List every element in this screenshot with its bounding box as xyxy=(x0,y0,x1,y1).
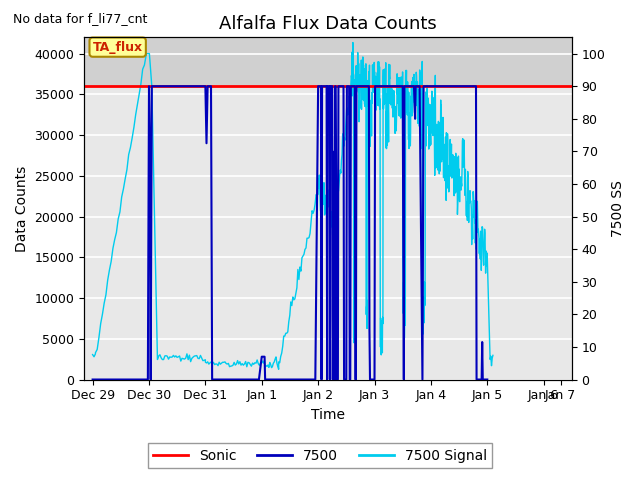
7500 Signal xyxy=(489,352,497,358)
7500 xyxy=(89,377,97,383)
Text: No data for f_li77_cnt: No data for f_li77_cnt xyxy=(13,12,147,25)
7500 Signal xyxy=(349,40,356,46)
Y-axis label: 7500 SS: 7500 SS xyxy=(611,180,625,237)
7500 Signal xyxy=(275,366,282,372)
Legend: Sonic, 7500, 7500 Signal: Sonic, 7500, 7500 Signal xyxy=(148,443,492,468)
7500 Signal xyxy=(370,84,378,90)
7500 Signal xyxy=(288,303,296,309)
Bar xyxy=(84,37,572,86)
7500 xyxy=(317,84,324,89)
Title: Alfalfa Flux Data Counts: Alfalfa Flux Data Counts xyxy=(219,15,437,33)
7500 xyxy=(326,84,334,89)
7500 xyxy=(145,84,153,89)
7500 Signal xyxy=(368,93,376,98)
Text: TA_flux: TA_flux xyxy=(93,41,143,54)
X-axis label: Time: Time xyxy=(311,408,345,422)
7500 xyxy=(416,84,424,89)
7500 Signal xyxy=(89,352,97,358)
Line: 7500 Signal: 7500 Signal xyxy=(93,43,493,369)
7500 Signal xyxy=(253,357,261,363)
7500 xyxy=(483,377,491,383)
7500 xyxy=(412,116,419,122)
7500 xyxy=(427,84,435,89)
Sonic xyxy=(89,84,97,89)
Line: 7500: 7500 xyxy=(93,86,487,380)
7500 Signal xyxy=(251,360,259,366)
7500 xyxy=(334,377,342,383)
Y-axis label: Data Counts: Data Counts xyxy=(15,165,29,252)
Sonic xyxy=(145,84,153,89)
7500 Signal xyxy=(356,74,364,80)
